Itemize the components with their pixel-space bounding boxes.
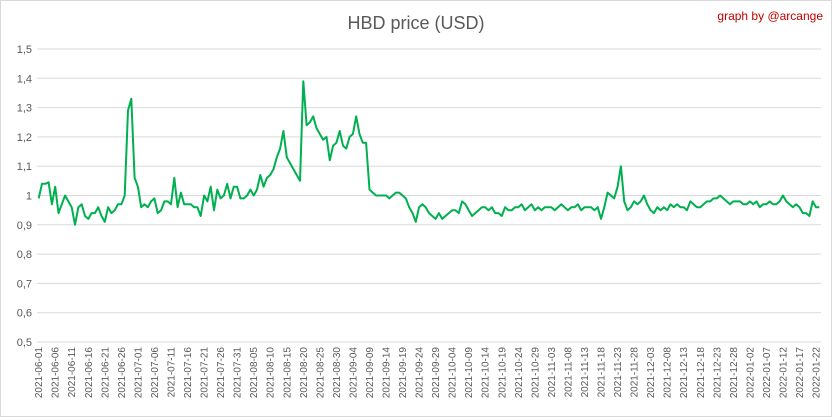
y-tick-label: 0,8	[17, 249, 32, 261]
x-tick-label: 2021-08-25	[315, 347, 326, 399]
y-tick-label: 1,5	[17, 44, 32, 56]
x-tick-label: 2021-12-23	[712, 347, 723, 399]
x-tick-label: 2021-12-03	[646, 347, 657, 399]
x-tick-label: 2021-11-08	[563, 347, 574, 398]
price-line	[37, 80, 820, 226]
x-tick-label: 2021-09-04	[348, 347, 359, 399]
x-tick-label: 2021-06-16	[84, 347, 95, 399]
x-tick-label: 2021-08-10	[266, 347, 277, 399]
x-tick-label: 2021-12-18	[696, 347, 707, 399]
x-tick-label: 2021-10-09	[464, 347, 475, 399]
x-tick-label: 2021-06-21	[100, 347, 111, 399]
y-tick-label: 0,7	[17, 278, 32, 290]
x-tick-label: 2021-06-26	[117, 347, 128, 399]
y-tick-label: 0,6	[17, 308, 32, 320]
x-tick-label: 2021-09-09	[365, 347, 376, 399]
y-tick-label: 1,4	[17, 73, 32, 85]
chart-credit: graph by @arcange	[717, 9, 823, 23]
x-tick-label: 2022-01-22	[812, 347, 823, 399]
y-tick-label: 0,5	[17, 337, 32, 349]
x-tick-label: 2021-08-05	[249, 347, 260, 399]
x-tick-label: 2021-08-30	[332, 347, 343, 399]
x-tick-label: 2022-01-07	[762, 347, 773, 399]
x-tick-label: 2021-10-24	[514, 347, 525, 399]
x-tick-label: 2021-10-19	[497, 347, 508, 399]
x-tick-label: 2021-08-15	[282, 347, 293, 399]
y-tick-label: 1,3	[17, 103, 32, 115]
y-tick-label: 0,9	[17, 220, 32, 232]
x-tick-label: 2022-01-12	[779, 347, 790, 399]
x-tick-label: 2022-01-17	[795, 347, 806, 399]
x-tick-label: 2021-09-19	[398, 347, 409, 399]
y-tick-label: 1,2	[17, 132, 32, 144]
x-tick-label: 2021-12-13	[679, 347, 690, 399]
x-tick-label: 2021-11-18	[597, 347, 608, 398]
x-tick-label: 2021-12-08	[663, 347, 674, 399]
x-tick-label: 2021-11-28	[630, 347, 641, 398]
x-tick-label: 2021-09-14	[382, 347, 393, 399]
x-tick-label: 2021-06-11	[67, 347, 78, 398]
x-tick-label: 2021-07-21	[200, 347, 211, 399]
x-tick-label: 2022-01-02	[745, 347, 756, 399]
x-tick-label: 2021-12-28	[729, 347, 740, 399]
y-tick-label: 1,1	[17, 161, 32, 173]
x-tick-label: 2021-10-29	[530, 347, 541, 399]
x-tick-label: 2021-09-29	[431, 347, 442, 399]
x-tick-label: 2021-07-11	[167, 347, 178, 398]
x-tick-label: 2021-06-01	[34, 347, 45, 399]
chart-title: HBD price (USD)	[347, 13, 485, 33]
x-tick-label: 2021-11-23	[613, 347, 624, 398]
y-tick-label: 1	[26, 191, 32, 203]
x-tick-label: 2021-07-01	[133, 347, 144, 399]
x-tick-label: 2021-11-03	[547, 347, 558, 398]
x-tick-label: 2021-06-06	[51, 347, 62, 399]
x-tick-label: 2021-10-14	[481, 347, 492, 399]
x-tick-label: 2021-07-16	[183, 347, 194, 399]
x-tick-label: 2021-07-31	[233, 347, 244, 399]
x-tick-label: 2021-07-06	[150, 347, 161, 399]
x-tick-label: 2021-10-04	[448, 347, 459, 399]
x-tick-label: 2021-07-26	[216, 347, 227, 399]
x-tick-label: 2021-09-24	[415, 347, 426, 399]
x-tick-label: 2021-08-20	[299, 347, 310, 399]
x-tick-label: 2021-11-13	[580, 347, 591, 398]
